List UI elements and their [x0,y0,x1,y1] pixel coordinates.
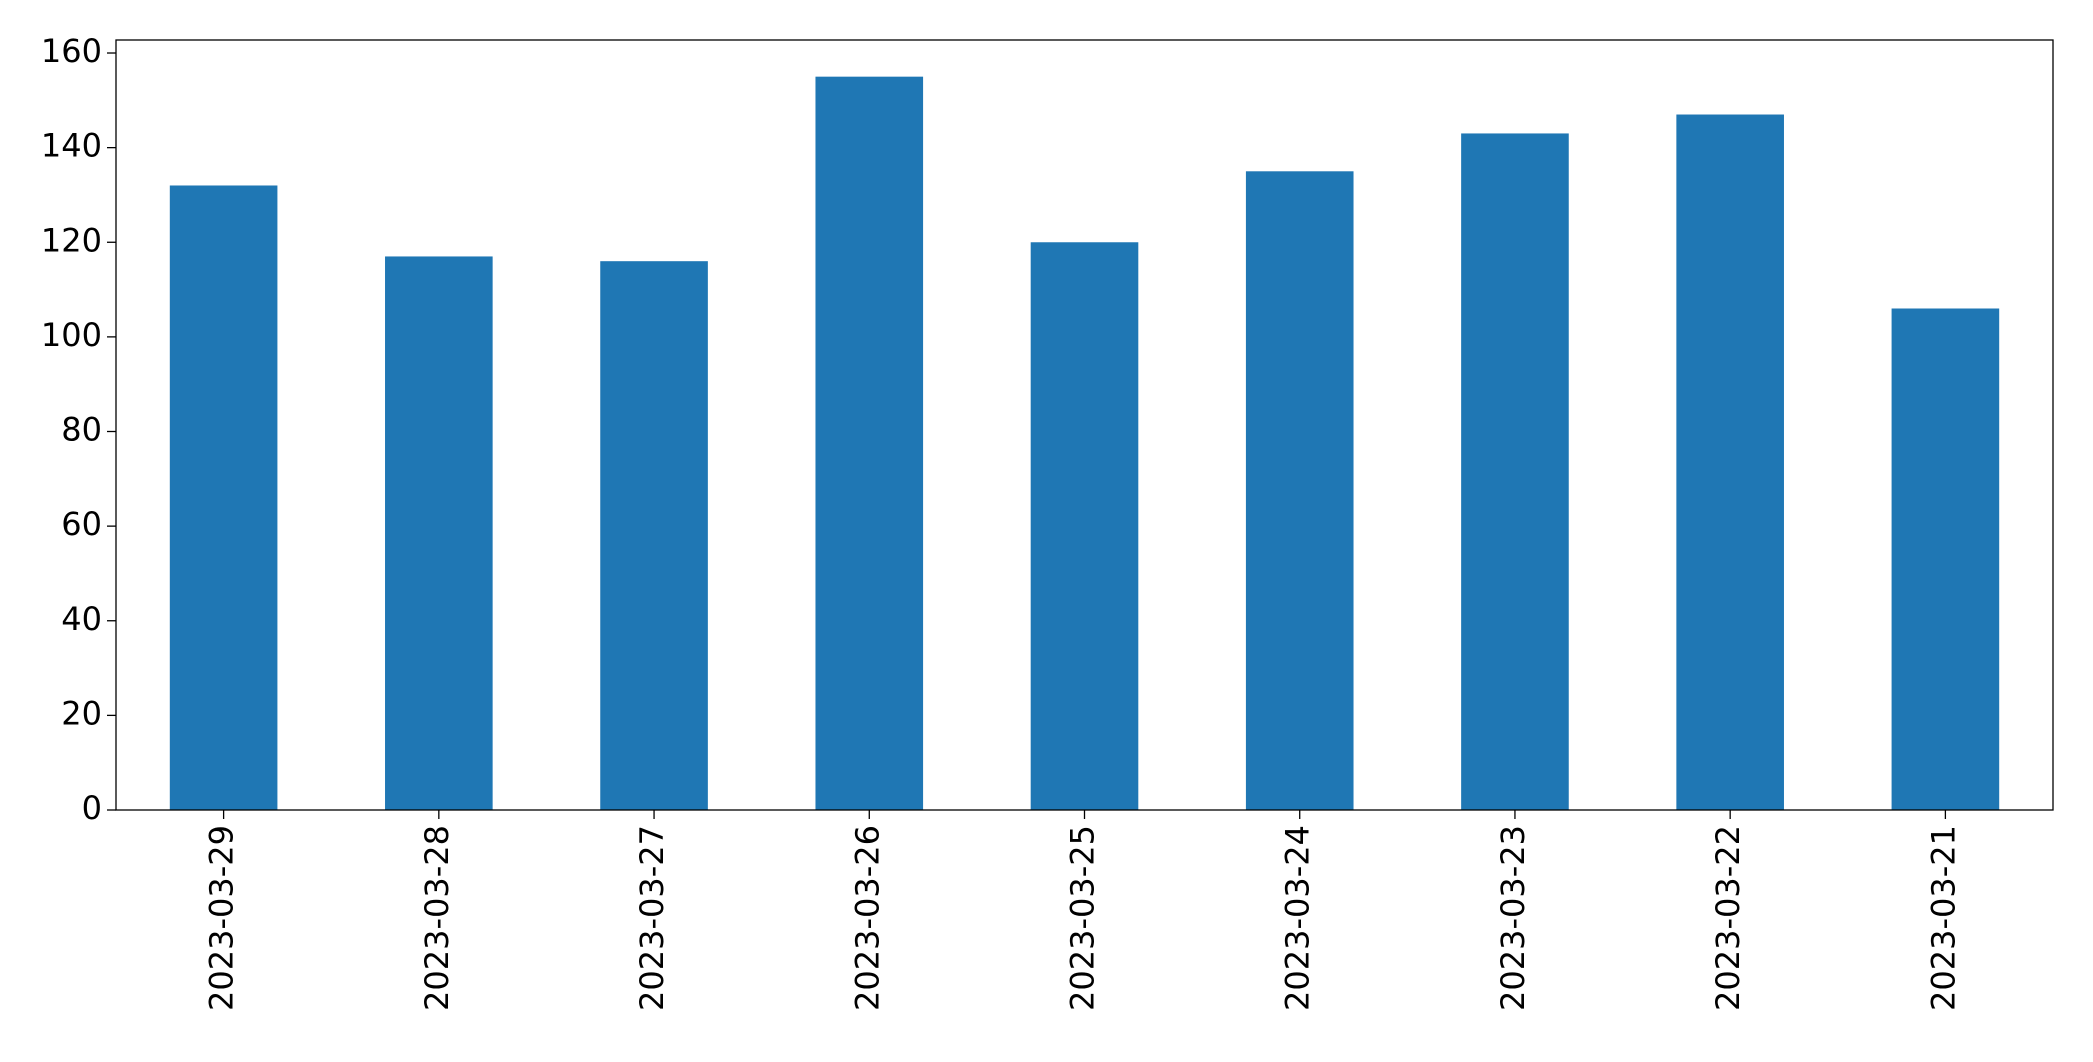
x-tick-label: 2023-03-27 [633,825,671,1011]
x-tick-label: 2023-03-24 [1279,825,1317,1011]
y-tick-label: 100 [41,316,102,354]
x-tick-label: 2023-03-23 [1494,825,1532,1011]
bar [1030,242,1139,811]
y-tick-label: 140 [41,127,102,165]
x-tick-label: 2023-03-26 [848,825,886,1011]
x-tick-label: 2023-03-29 [203,825,241,1011]
bar [1891,308,2000,810]
y-tick-label: 60 [61,505,102,543]
x-tick-label: 2023-03-25 [1064,825,1102,1011]
bar [169,185,278,810]
plot-frame [115,39,2054,811]
bar [600,261,708,810]
y-tick-label: 40 [61,600,102,638]
x-tick-label: 2023-03-22 [1709,825,1747,1011]
bar [1676,114,1784,811]
bar [815,76,924,810]
y-tick-label: 160 [41,32,102,70]
bar [1245,171,1354,810]
x-tick-label: 2023-03-28 [418,825,456,1011]
y-tick-label: 80 [61,411,102,449]
x-tick-label: 2023-03-21 [1924,825,1962,1011]
y-tick-label: 120 [41,221,102,259]
bar [385,256,493,810]
y-tick-label: 20 [61,694,102,732]
bar [1461,133,1569,810]
y-tick-label: 0 [82,789,102,827]
